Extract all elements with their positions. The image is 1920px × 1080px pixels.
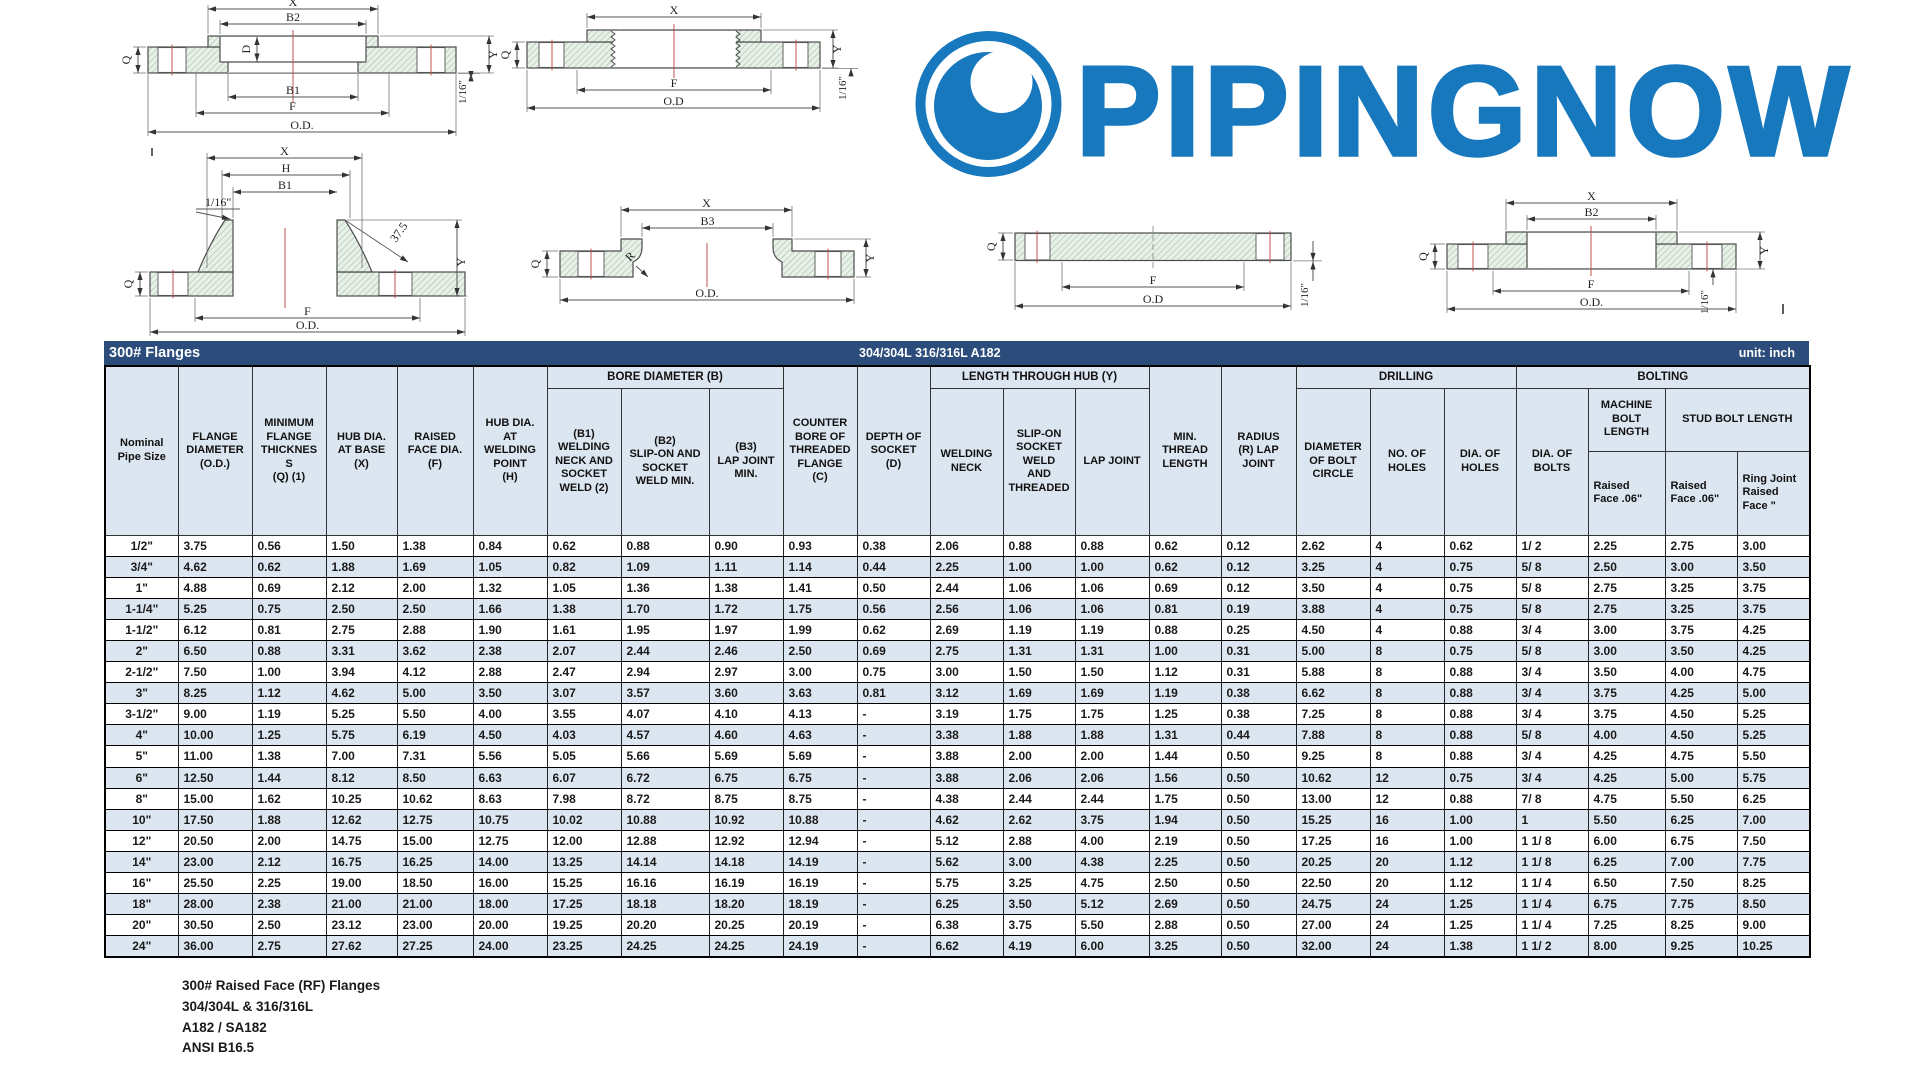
svg-text:O.D.: O.D. [296,318,319,332]
svg-text:1/16": 1/16" [205,195,231,209]
svg-text:Y: Y [454,257,468,266]
svg-text:X: X [702,196,711,210]
svg-text:O.D: O.D [1143,292,1164,306]
svg-text:F: F [289,99,296,113]
svg-text:F: F [671,76,678,90]
svg-text:Q: Q [119,55,133,64]
svg-text:Q: Q [528,259,542,268]
svg-text:F: F [1150,273,1157,287]
svg-text:B2: B2 [1584,205,1598,219]
svg-text:D: D [239,45,253,54]
svg-text:X: X [280,144,289,158]
svg-text:O.D: O.D [663,94,684,108]
svg-text:37.5: 37.5 [387,219,411,244]
svg-text:Q: Q [1416,252,1430,261]
svg-text:F: F [1588,277,1595,291]
svg-text:X: X [1587,189,1596,203]
svg-text:1/16": 1/16" [1299,283,1311,307]
svg-text:B3: B3 [700,214,714,228]
svg-text:O.D.: O.D. [1580,295,1603,309]
svg-text:Q: Q [498,50,512,59]
svg-text:F: F [304,304,311,318]
svg-text:1/16": 1/16" [837,76,849,100]
svg-text:Y: Y [830,44,844,53]
svg-text:B1: B1 [286,83,300,97]
svg-text:O.D.: O.D. [290,118,313,132]
svg-text:H: H [282,161,291,175]
svg-text:Q: Q [984,242,998,251]
svg-text:X: X [670,3,679,17]
svg-text:B2: B2 [286,10,300,24]
svg-text:Y: Y [863,253,877,262]
svg-text:X: X [289,0,298,9]
svg-text:Y: Y [486,50,500,59]
svg-text:1/16": 1/16" [457,80,469,104]
svg-text:Q: Q [121,279,135,288]
svg-text:B1: B1 [278,178,292,192]
svg-text:Y: Y [1757,246,1771,255]
svg-text:1/16": 1/16" [1699,290,1711,314]
svg-text:O.D.: O.D. [695,286,718,300]
